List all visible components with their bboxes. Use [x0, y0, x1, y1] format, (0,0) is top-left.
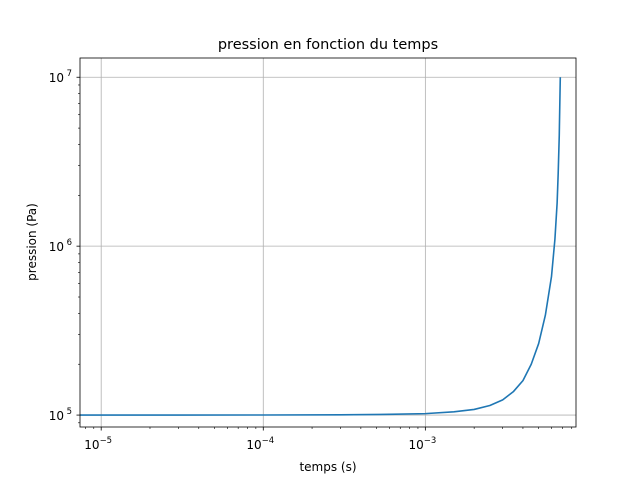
y-tick-label: 10 5 [49, 407, 72, 423]
y-tick-label: 10 6 [49, 238, 72, 254]
chart-title: pression en fonction du temps [218, 37, 438, 53]
y-axis-label: pression (Pa) [25, 203, 39, 281]
x-tick-label: 10−3 [408, 436, 436, 452]
x-axis-label: temps (s) [299, 460, 356, 474]
axes-frame [79, 57, 577, 428]
x-tick-label: 10−4 [246, 436, 274, 452]
x-tick-label: 10−5 [84, 436, 112, 452]
y-tick-label: 10 7 [49, 69, 72, 85]
series-layer [80, 77, 562, 416]
series-line [80, 77, 562, 416]
